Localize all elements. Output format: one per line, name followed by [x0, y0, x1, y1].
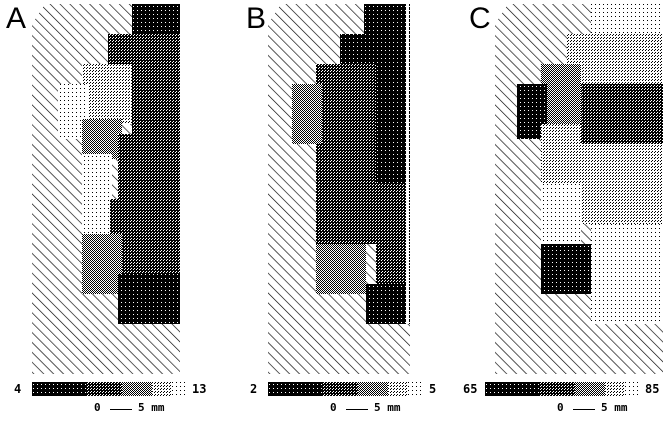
map-image [32, 4, 180, 374]
scale-bar [346, 409, 368, 410]
scale-bar-label: 5 mm [601, 401, 628, 414]
map-image [268, 4, 410, 374]
scale-bar [110, 409, 132, 410]
panel-letter: B [246, 2, 267, 35]
colorbar-min-label: 2 [250, 382, 258, 396]
scale-bar-zero: 0 [330, 401, 337, 414]
colorbar-max-label: 85 [645, 382, 660, 396]
colorbar [485, 382, 640, 396]
scale-bar-zero: 0 [557, 401, 564, 414]
scale-bar-label: 5 mm [374, 401, 401, 414]
panel-c: C 65 85 0 5 mm [463, 0, 663, 423]
panel-a: A 4 13 0 5 mm [0, 0, 206, 423]
map-image [495, 4, 663, 374]
colorbar [268, 382, 423, 396]
scale-bar [573, 409, 595, 410]
colorbar-min-label: 4 [14, 382, 22, 396]
colorbar-max-label: 13 [192, 382, 207, 396]
panel-b: B 2 5 0 5 mm [236, 0, 436, 423]
colorbar-max-label: 5 [429, 382, 437, 396]
scale-bar-zero: 0 [94, 401, 101, 414]
panel-letter: C [469, 2, 491, 35]
panel-letter: A [6, 2, 27, 35]
colorbar-min-label: 65 [463, 382, 478, 396]
scale-bar-label: 5 mm [138, 401, 165, 414]
colorbar [32, 382, 187, 396]
